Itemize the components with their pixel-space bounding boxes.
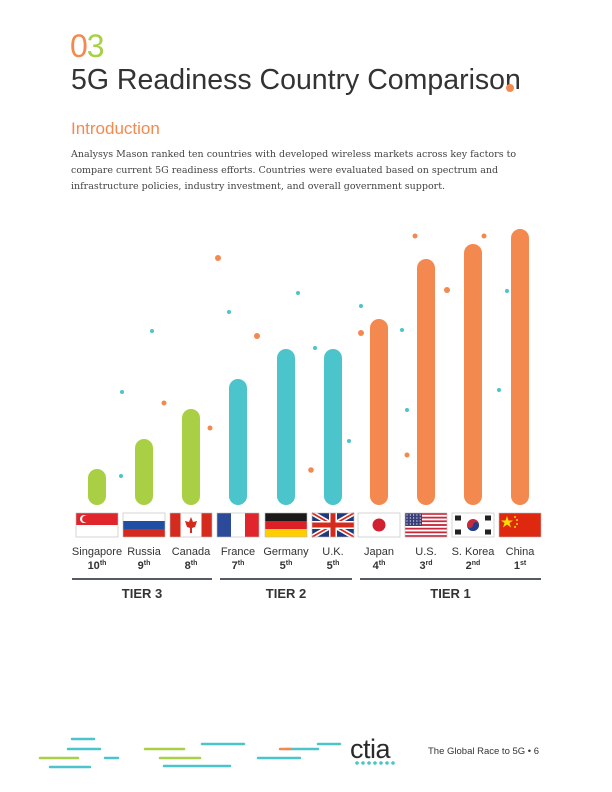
uk-flag <box>310 510 356 540</box>
russia-flag <box>122 512 166 538</box>
germany-flag <box>264 512 308 538</box>
country-name: U.S. <box>415 546 437 558</box>
country-name: Russia <box>127 546 161 558</box>
decorative-dot <box>400 328 404 332</box>
footer-dashes <box>38 737 342 769</box>
decorative-dot <box>405 408 409 412</box>
country-name: France <box>220 546 256 558</box>
country-rank: 3rd <box>419 560 433 572</box>
decorative-dots <box>119 233 509 478</box>
tier-rule <box>220 578 352 580</box>
tier-label: TIER 1 <box>430 586 471 601</box>
decorative-dot <box>161 400 167 406</box>
singapore-flag <box>75 512 119 538</box>
decorative-dot <box>207 425 213 431</box>
section-number: 03 <box>70 28 105 64</box>
country-rank: 1st <box>513 560 527 572</box>
japan-flag <box>357 512 401 538</box>
logo-dots <box>355 761 395 765</box>
decorative-dot <box>444 287 450 293</box>
bar-china <box>511 229 529 505</box>
country-name: Canada <box>171 546 211 558</box>
section-number-digit-1: 0 <box>70 28 88 64</box>
page-title: 5G Readiness Country Comparison <box>71 64 521 96</box>
decorative-dot <box>150 329 154 333</box>
bar-canada <box>182 409 200 505</box>
decorative-dot <box>347 439 351 443</box>
decorative-dot <box>296 291 300 295</box>
decorative-dot <box>215 255 221 261</box>
country-rank: 9th <box>137 560 151 572</box>
country-rank: 8th <box>184 560 198 572</box>
bar-skorea <box>464 244 482 505</box>
country-name: U.K. <box>322 546 344 558</box>
country-name: Singapore <box>71 546 123 558</box>
country-rank: 10th <box>87 560 107 572</box>
intro-body: Analysys Mason ranked ten countries with… <box>71 149 517 192</box>
bar-russia <box>135 439 153 505</box>
section-number-digit-2: 3 <box>86 28 105 64</box>
canada-flag <box>169 512 213 538</box>
bar-japan <box>370 319 388 505</box>
country-rank: 4th <box>372 560 386 572</box>
decorative-dot <box>481 233 487 239</box>
decorative-dot <box>254 333 260 339</box>
country-rank: 7th <box>231 560 245 572</box>
country-name: S. Korea <box>451 546 495 558</box>
china-flag <box>498 512 542 538</box>
ctia-logo: ctia <box>350 734 391 764</box>
tier-rule <box>72 578 212 580</box>
decorative-dot <box>404 452 410 458</box>
decorative-dot <box>359 304 363 308</box>
country-rank: 2nd <box>465 560 481 572</box>
france-flag <box>216 512 260 538</box>
decorative-dot <box>308 467 314 473</box>
decorative-dot <box>119 474 123 478</box>
decorative-dot <box>412 233 418 239</box>
flags <box>75 510 542 540</box>
bar-france <box>229 379 247 505</box>
bar-uk <box>324 349 342 505</box>
decorative-dot <box>497 388 501 392</box>
tier-label: TIER 2 <box>265 586 307 601</box>
country-name: China <box>505 546 535 558</box>
bar-us <box>417 259 435 505</box>
bar-germany <box>277 349 295 505</box>
country-rank: 5th <box>279 560 293 572</box>
tier-rule <box>360 578 541 580</box>
tier-label: TIER 3 <box>121 586 163 601</box>
country-name: Germany <box>263 546 309 558</box>
footer-page-label: The Global Race to 5G • 6 <box>428 746 540 757</box>
bars <box>88 229 529 505</box>
country-name: Japan <box>364 546 394 558</box>
country-rank: 5th <box>326 560 340 572</box>
decorative-dot <box>227 310 231 314</box>
south-korea-flag <box>451 512 495 538</box>
decorative-dot <box>505 289 509 293</box>
us-flag <box>404 512 448 538</box>
decorative-dot <box>120 390 124 394</box>
decorative-dot <box>313 346 317 350</box>
bar-singapore <box>88 469 106 505</box>
title-dot <box>506 84 514 92</box>
decorative-dot <box>358 330 364 336</box>
intro-heading: Introduction <box>71 119 160 138</box>
